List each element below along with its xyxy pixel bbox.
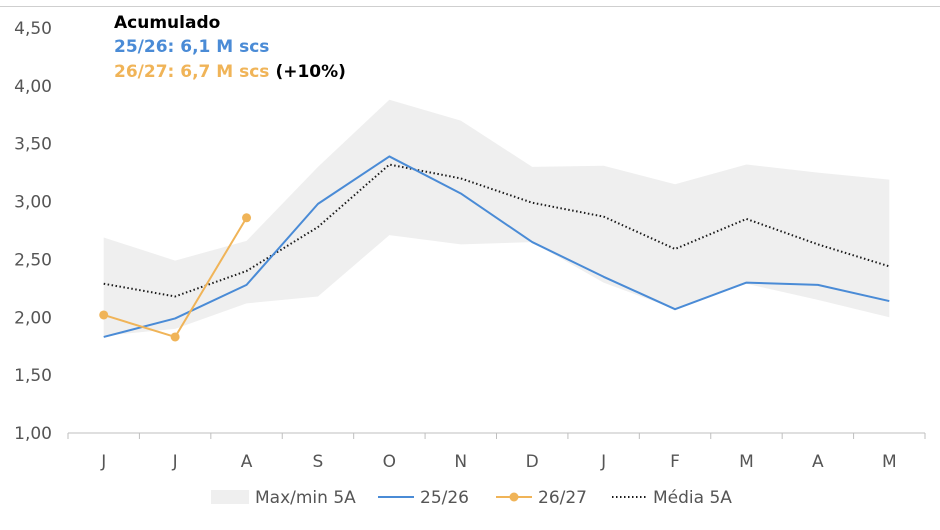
- series-line-2: [103, 163, 890, 298]
- x-tick-label: J: [100, 452, 106, 472]
- x-tick-label: D: [526, 452, 539, 472]
- legend: Max/min 5A 25/26 26/27 Média 5A: [211, 488, 732, 508]
- legend-label-band: Max/min 5A: [255, 488, 356, 508]
- x-tick-label: M: [739, 452, 754, 472]
- x-tick-label: J: [600, 452, 606, 472]
- y-tick-label: 1,50: [14, 366, 52, 386]
- y-tick-label: 3,50: [14, 135, 52, 155]
- legend-label-media: Média 5A: [653, 488, 732, 508]
- series-point: [170, 332, 180, 342]
- series-point: [242, 213, 252, 223]
- annotation-line-25-26: 25/26: 6,1 M scs: [114, 37, 269, 57]
- y-tick-label: 4,50: [14, 19, 52, 39]
- x-tick-label: N: [454, 452, 467, 472]
- x-tick-label: J: [172, 452, 178, 472]
- x-tick-label: S: [313, 452, 324, 472]
- series-point: [99, 310, 109, 320]
- y-tick-label: 2,00: [14, 308, 52, 328]
- legend-label-25-26: 25/26: [420, 488, 469, 508]
- x-tick-label: O: [383, 452, 396, 472]
- series-layer: [99, 155, 890, 342]
- y-tick-label: 3,00: [14, 193, 52, 213]
- legend-marker-26-27: [509, 492, 519, 502]
- y-tick-label: 1,00: [14, 424, 52, 444]
- axis-layer: J J A S O N D J F M A M 1,00 1,50 2,00 2,50 3,00 3,50 4,00…: [14, 19, 926, 472]
- x-tick-label: A: [241, 452, 253, 472]
- annotation-title: Acumulado: [114, 13, 220, 33]
- x-tick-label: A: [812, 452, 824, 472]
- x-tick-label: M: [882, 452, 897, 472]
- annotation-box: Acumulado 25/26: 6,1 M scs 26/27: 6,7 M …: [114, 13, 346, 82]
- annotation-line-26-27: 26/27: 6,7 M scs (+10%): [114, 62, 346, 82]
- x-tick-label: F: [670, 452, 680, 472]
- annotation-line-26-27-value: 26/27: 6,7 M scs: [114, 62, 269, 82]
- legend-swatch-band: [211, 490, 249, 504]
- top-border-line: [0, 6, 940, 7]
- series-line-0: [103, 155, 890, 338]
- y-tick-label: 4,00: [14, 77, 52, 97]
- annotation-line-26-27-change: (+10%): [275, 62, 345, 82]
- y-tick-label: 2,50: [14, 250, 52, 270]
- legend-label-26-27: 26/27: [538, 488, 587, 508]
